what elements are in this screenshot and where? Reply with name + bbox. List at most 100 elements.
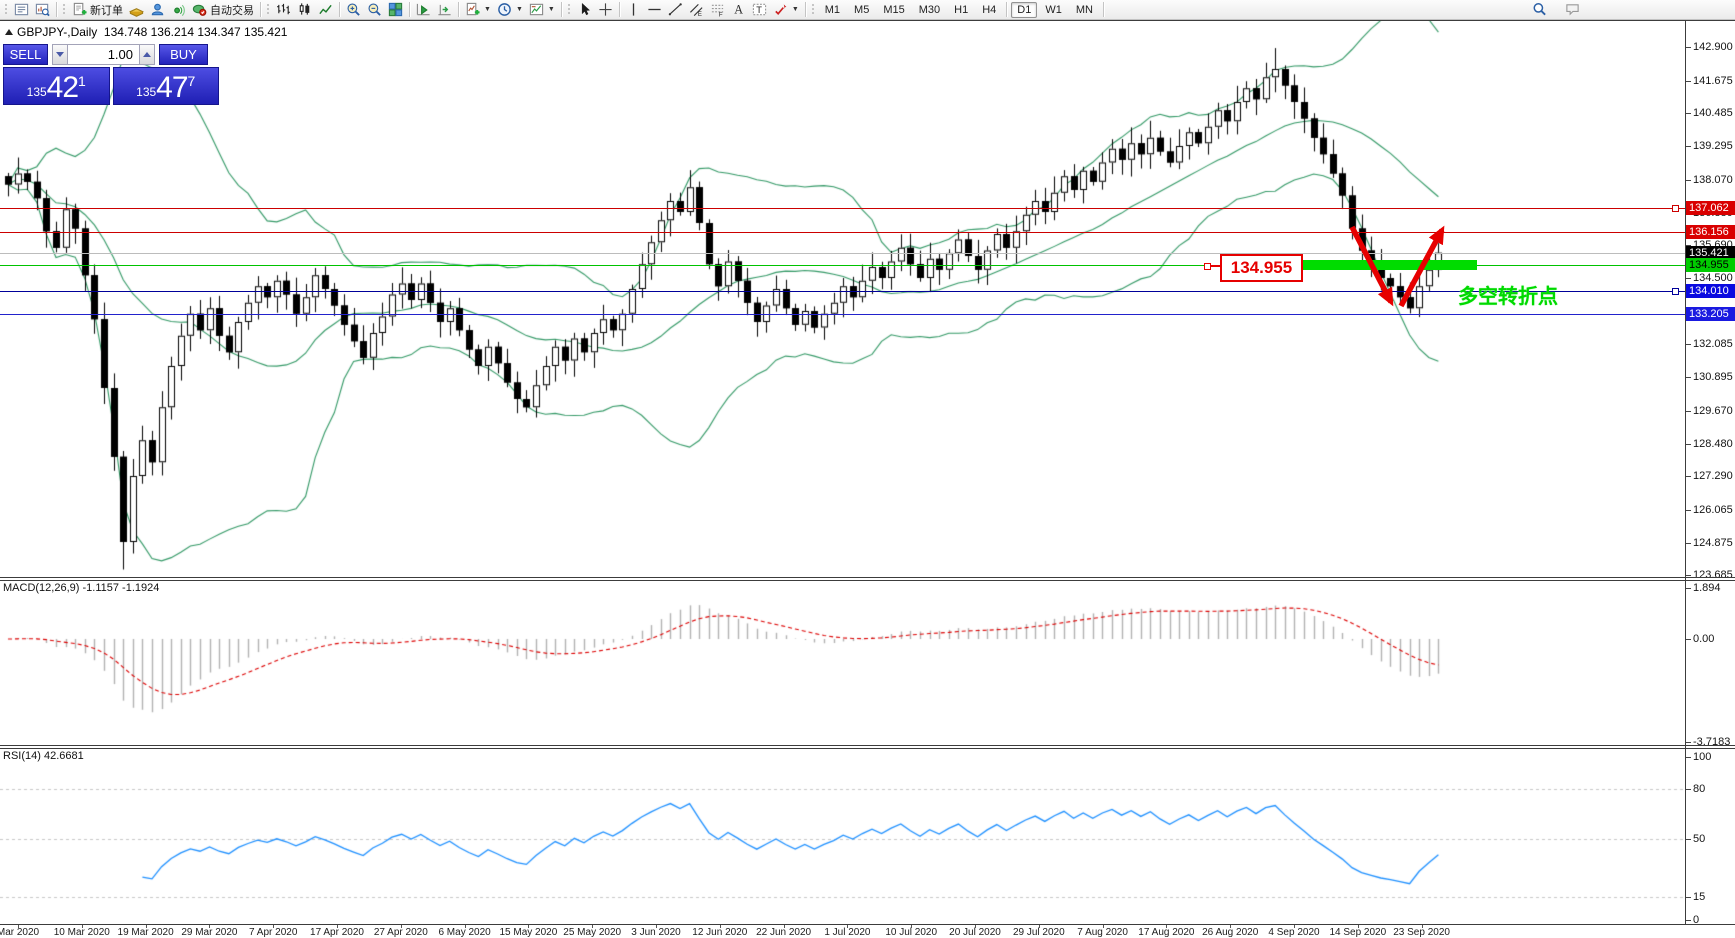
crosshair-icon: [598, 2, 613, 17]
main-chart-canvas[interactable]: [0, 21, 1686, 577]
trendline-button[interactable]: [665, 1, 686, 19]
support-zone-bar[interactable]: [1303, 260, 1477, 270]
buy-price-button[interactable]: 135 47 7: [112, 67, 219, 105]
chart-title: GBPJPY-,Daily 134.748 136.214 134.347 13…: [17, 25, 287, 39]
timeframe-button-h4[interactable]: H4: [982, 3, 997, 16]
level-price-label[interactable]: 134.955: [1220, 254, 1303, 282]
price-tick-label: 142.900: [1686, 41, 1733, 53]
toolbar-drag-handle[interactable]: [266, 3, 271, 16]
rsi-canvas[interactable]: [0, 749, 1686, 924]
chart-top-border: [0, 20, 1735, 21]
date-tick-label: 20 Jul 2020: [949, 927, 1001, 938]
autotrading-button[interactable]: 自动交易: [189, 1, 257, 19]
sell-price-button[interactable]: 135 42 1: [3, 67, 110, 105]
toolbar-drag-handle[interactable]: [566, 3, 572, 16]
line-chart-button[interactable]: [315, 1, 336, 19]
level-anchor-handle[interactable]: [1204, 263, 1211, 270]
chart-shift-icon: [437, 2, 452, 17]
price-axis-border[interactable]: [1685, 21, 1686, 925]
candlestick-chart-button[interactable]: [294, 1, 315, 19]
timeframe-button-m30[interactable]: M30: [918, 3, 941, 16]
text-button[interactable]: A: [728, 1, 749, 19]
level-line-135.421[interactable]: [0, 253, 1685, 254]
fibonacci-button[interactable]: F: [707, 1, 728, 19]
date-tick: [81, 925, 83, 928]
toolbar-drag-handle[interactable]: [4, 3, 9, 16]
timeframe-button-m15[interactable]: M15: [883, 3, 905, 16]
timeframe-button-m1[interactable]: M1: [824, 3, 841, 16]
new-indicator-button[interactable]: ▼: [462, 1, 494, 19]
dropdown-caret-icon[interactable]: ▼: [484, 6, 491, 13]
volume-input[interactable]: [68, 44, 139, 65]
rsi-label: RSI(14) 42.6681: [3, 750, 84, 762]
volume-decrease-button[interactable]: [52, 44, 68, 65]
sell-button[interactable]: SELL: [3, 44, 48, 65]
price-tick-label: 139.295: [1686, 140, 1733, 153]
turning-point-annotation[interactable]: 多空转折点: [1458, 286, 1558, 308]
zoom-out-button[interactable]: [364, 1, 385, 19]
price-badge: 134.955: [1686, 258, 1735, 273]
market-watch-button[interactable]: [11, 1, 32, 19]
buy-button[interactable]: BUY: [159, 44, 208, 65]
auto-scroll-button[interactable]: [413, 1, 434, 19]
signals-button[interactable]: [168, 1, 189, 19]
search-button[interactable]: [1529, 1, 1550, 19]
tile-windows-button[interactable]: [385, 1, 406, 19]
dropdown-caret-icon[interactable]: ▼: [791, 6, 799, 13]
price-tick-label: 134.500: [1686, 272, 1733, 284]
level-line-137.062[interactable]: [0, 208, 1685, 209]
date-tick-label: 23 Sep 2020: [1393, 927, 1450, 938]
toolbar-drag-handle[interactable]: [810, 3, 816, 16]
new-order-button[interactable]: 新订单: [69, 1, 126, 19]
bar-chart-button[interactable]: [273, 1, 294, 19]
date-tick-label: 29 Jul 2020: [1012, 927, 1065, 938]
rsi-separator[interactable]: [0, 745, 1735, 746]
crosshair-button[interactable]: [595, 1, 616, 19]
toolbar-drag-handle[interactable]: [62, 3, 67, 16]
level-line-134.955[interactable]: [0, 265, 1685, 266]
toolbar-separator: [409, 2, 410, 17]
vertical-line-button[interactable]: [623, 1, 644, 19]
cursor-button[interactable]: [574, 1, 595, 19]
community-button[interactable]: [147, 1, 168, 19]
dropdown-caret-icon[interactable]: ▼: [515, 6, 523, 13]
template-button[interactable]: ▼: [526, 1, 558, 19]
zoom-in-button[interactable]: [343, 1, 364, 19]
date-tick: [18, 925, 19, 928]
timeframe-button-mn[interactable]: MN: [1075, 3, 1093, 16]
metaeditor-button[interactable]: [126, 1, 147, 19]
arrows-button[interactable]: ▼: [770, 1, 802, 19]
dropdown-caret-icon[interactable]: ▼: [547, 6, 555, 13]
periods-icon: [497, 2, 512, 17]
ohlc-values: 134.748 136.214 134.347 135.421: [103, 25, 288, 39]
equidistant-channel-button[interactable]: E: [686, 1, 707, 19]
chart-window-button[interactable]: [32, 1, 53, 19]
level-line-134.01[interactable]: [0, 291, 1685, 292]
periods-button[interactable]: ▼: [494, 1, 526, 19]
macd-tick-label: -3.7183: [1685, 736, 1731, 748]
text-label-button[interactable]: T: [749, 1, 770, 19]
macd-canvas[interactable]: [0, 581, 1686, 745]
new-indicator-icon: [465, 2, 480, 17]
timeframe-button-w1[interactable]: W1: [1045, 3, 1062, 16]
vertical-line-icon: [626, 2, 641, 17]
timeframe-button-h1[interactable]: H1: [954, 3, 969, 16]
date-tick: [847, 925, 849, 928]
date-tick-label: 19 Mar 2020: [117, 927, 174, 938]
timeframe-button-d1[interactable]: D1: [1011, 1, 1038, 18]
chart-expand-icon[interactable]: [5, 29, 13, 35]
horizontal-line-button[interactable]: [644, 1, 665, 19]
volume-increase-button[interactable]: [139, 44, 155, 65]
macd-separator-2: [0, 580, 1735, 581]
macd-separator[interactable]: [0, 577, 1735, 578]
line-handle[interactable]: [1672, 205, 1679, 212]
chart-shift-button[interactable]: [434, 1, 455, 19]
level-line-133.205[interactable]: [0, 314, 1685, 315]
date-tick: [528, 925, 530, 928]
timeframe-button-m5[interactable]: M5: [854, 3, 870, 16]
date-tick: [464, 925, 466, 928]
chat-button[interactable]: [1562, 1, 1583, 19]
level-line-136.156[interactable]: [0, 232, 1685, 233]
line-handle[interactable]: [1672, 288, 1679, 295]
